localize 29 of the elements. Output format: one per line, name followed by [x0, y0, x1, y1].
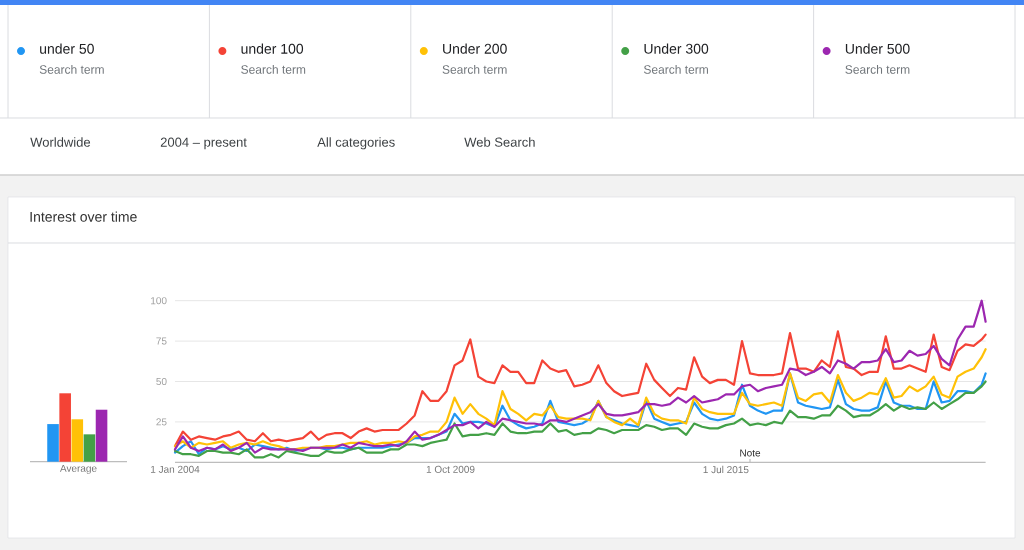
legend-label: under 100: [241, 43, 304, 54]
legend-label: Under 200: [443, 43, 507, 54]
bar: [83, 434, 96, 462]
text: Web Search: [464, 137, 535, 147]
x-tick-label: 1 Oct 2009: [426, 465, 475, 473]
text: Search term: [442, 64, 507, 74]
text: Worldwide: [30, 137, 91, 147]
chart-title: Interest over time: [30, 211, 137, 222]
y-tick-label: 25: [156, 418, 167, 426]
annotation: Note: [740, 449, 761, 457]
text: Search term: [39, 64, 104, 74]
legend-label: under 50: [40, 43, 94, 54]
x-tick-label: 1 Jan 2004: [151, 465, 200, 473]
y-tick-label: 50: [156, 377, 167, 386]
legend-label: Under 300: [644, 43, 709, 54]
text: Search term: [643, 64, 708, 74]
bar: [95, 409, 108, 462]
text: Search term: [241, 64, 306, 74]
bar: [59, 393, 71, 462]
bar: [47, 424, 59, 462]
text: Search term: [845, 64, 910, 74]
x-axis-title: Average: [59, 464, 97, 474]
text: All categories: [317, 137, 395, 150]
y-tick-label: 100: [151, 297, 167, 305]
y-tick-label: 75: [156, 337, 167, 345]
text: 2004 – present: [160, 137, 247, 150]
legend-label: Under 500: [845, 43, 910, 54]
bar: [71, 419, 84, 462]
x-tick-label: 1 Jul 2015: [703, 465, 749, 474]
